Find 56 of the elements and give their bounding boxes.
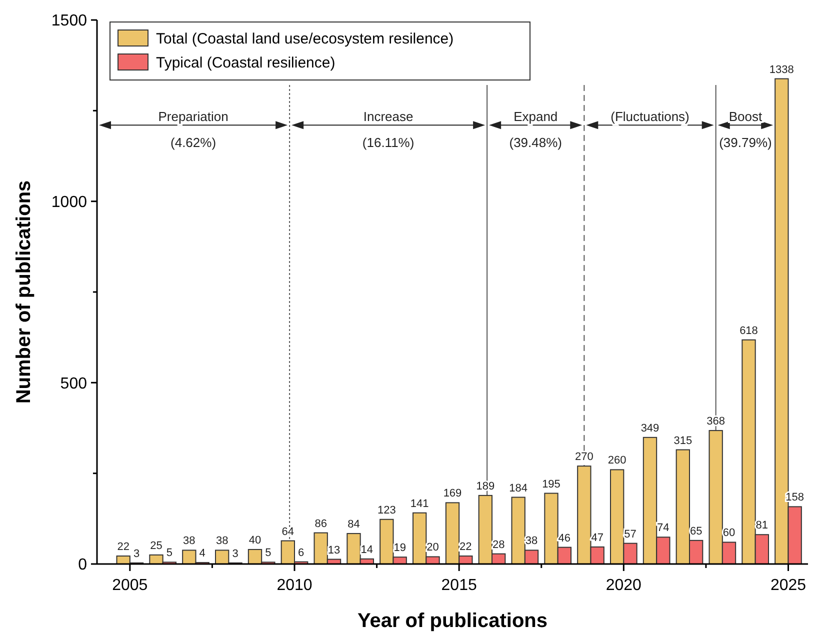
data-label: 3 <box>232 548 238 560</box>
data-label: 57 <box>624 528 636 540</box>
data-label: 65 <box>690 525 702 538</box>
data-label: 195 <box>542 478 560 490</box>
data-label: 25 <box>150 540 162 552</box>
x-tick-label: 2020 <box>606 577 642 594</box>
data-label: 6 <box>298 546 304 559</box>
data-label: 5 <box>166 547 172 560</box>
annotation: Boost (39.79%) <box>719 109 772 150</box>
data-label: 81 <box>756 520 768 532</box>
data-label: 22 <box>460 541 472 554</box>
data-label: 46 <box>558 532 571 544</box>
x-tick-label: 2010 <box>276 577 312 594</box>
y-tick-label: 1000 <box>51 194 88 211</box>
data-label: 86 <box>314 518 327 530</box>
data-label: 5 <box>265 547 272 560</box>
data-label: 84 <box>348 518 360 531</box>
data-label: 14 <box>360 544 374 556</box>
data-label: 38 <box>216 535 228 548</box>
data-label: 38 <box>525 535 538 548</box>
data-label: 260 <box>608 454 626 467</box>
data-label: 22 <box>117 541 130 554</box>
annotation: (Fluctuations) <box>610 109 690 124</box>
data-label: 40 <box>248 534 262 546</box>
data-label: 184 <box>509 482 528 494</box>
x-tick-label: 2005 <box>112 577 148 594</box>
legend-label: Total (Coastal land use/ecosystem resilence) <box>156 30 454 48</box>
y-tick-label: 500 <box>60 375 88 392</box>
data-label: 618 <box>740 324 758 337</box>
y-axis-title: Number of publications <box>13 180 35 404</box>
legend-label: Typical (Coastal resilience) <box>156 54 336 72</box>
data-label: 38 <box>183 535 196 548</box>
data-label: 28 <box>492 538 505 551</box>
data-label: 3 <box>133 548 140 560</box>
x-tick-label: 2025 <box>770 577 806 594</box>
data-label: 123 <box>377 504 396 516</box>
data-label: 4 <box>199 548 206 560</box>
data-label: 1338 <box>769 64 794 76</box>
data-label: 47 <box>591 532 604 544</box>
y-tick-label: 1500 <box>51 12 88 30</box>
annotation: Increase (16.11%) <box>362 109 414 150</box>
annotation: Expand (39.48%) <box>509 109 562 150</box>
x-tick-label: 2015 <box>441 577 477 594</box>
data-label: 64 <box>282 526 294 538</box>
data-label: 60 <box>722 527 736 540</box>
data-label: 141 <box>410 498 429 510</box>
x-axis-title: Year of publications <box>357 610 548 632</box>
data-label: 169 <box>443 488 462 500</box>
data-label: 315 <box>674 434 692 447</box>
annotation: Prepariation (4.62%) <box>158 109 228 150</box>
data-label: 20 <box>426 542 439 554</box>
data-label: 13 <box>328 544 340 556</box>
data-label: 349 <box>640 422 660 434</box>
data-label: 74 <box>657 522 670 534</box>
y-tick-label: 0 <box>78 556 88 574</box>
data-label: 19 <box>394 542 406 554</box>
